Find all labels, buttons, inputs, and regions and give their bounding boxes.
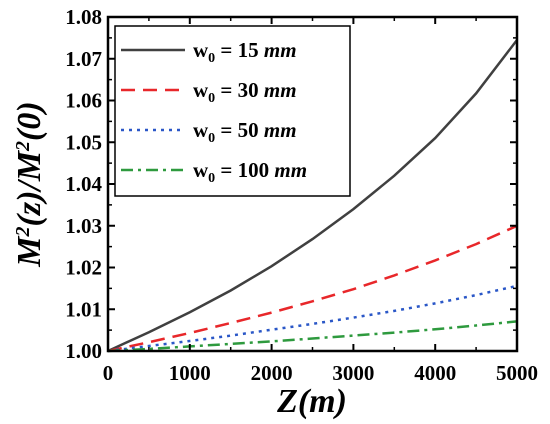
y-tick-label: 1.01	[65, 297, 102, 321]
y-title-base: M	[11, 235, 48, 268]
y-tick-label: 1.00	[65, 339, 102, 363]
series-line-3	[107, 284, 518, 353]
x-tick-label: 4000	[414, 361, 456, 385]
y-title-sup1: 2	[12, 226, 34, 237]
legend-label-2: w0 = 30 mm	[193, 78, 297, 106]
x-axis-title: Z(m)	[276, 383, 347, 420]
x-tick-label: 3000	[332, 361, 374, 385]
legend-label-main: w	[193, 118, 209, 142]
y-tick-label: 1.03	[65, 214, 102, 238]
legend-label-unit: mm	[264, 118, 297, 142]
y-tick-label: 1.05	[65, 130, 102, 154]
legend-label-unit: mm	[264, 38, 297, 62]
x-tick-label: 1000	[169, 361, 211, 385]
legend-label-4: w0 = 100 mm	[193, 158, 307, 186]
y-title-sup2: 2	[12, 141, 34, 152]
y-axis-title: M2(z)/M2(0)	[11, 101, 48, 267]
legend-label-sub: 0	[208, 131, 215, 146]
series-line-1	[107, 39, 518, 353]
y-title-mid: (z)/M	[11, 149, 48, 226]
series-line-4	[107, 320, 518, 353]
y-tick-label: 1.08	[65, 5, 102, 29]
x-tick-label: 2000	[251, 361, 293, 385]
series-layer	[107, 39, 518, 353]
legend-label-main: w	[193, 158, 209, 182]
legend-label-value: = 100	[215, 158, 274, 182]
y-tick-label: 1.06	[65, 89, 102, 113]
ticks-layer: 0 1000 2000 3000 4000 5000 1.00 1.01 1.02 1.03 1.0…	[65, 5, 538, 385]
legend-label-unit: mm	[264, 78, 297, 102]
y-title-end: (0)	[11, 101, 48, 141]
legend-label-3: w0 = 50 mm	[193, 118, 297, 146]
y-tick-label: 1.07	[65, 47, 102, 71]
x-tick-label: 0	[103, 361, 114, 385]
legend-label-sub: 0	[208, 51, 215, 66]
legend-label-value: = 30	[215, 78, 264, 102]
legend-box	[114, 25, 351, 197]
series-line-2	[107, 224, 518, 353]
legend-label-main: w	[193, 38, 209, 62]
legend-label-value: = 15	[215, 38, 264, 62]
y-tick-label: 1.02	[65, 256, 102, 280]
legend-label-main: w	[193, 78, 209, 102]
legend-label-1: w0 = 15 mm	[193, 38, 297, 66]
legend-label-sub: 0	[208, 171, 215, 186]
legend-label-value: = 50	[215, 118, 264, 142]
legend-label-unit: mm	[274, 158, 307, 182]
y-tick-label: 1.04	[65, 172, 102, 196]
legend-label-sub: 0	[208, 91, 215, 106]
x-tick-label: 5000	[496, 361, 538, 385]
